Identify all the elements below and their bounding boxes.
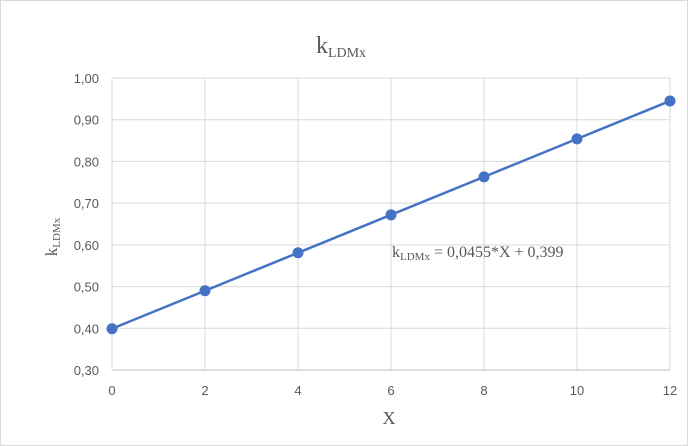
x-tick-label: 8: [480, 383, 487, 398]
y-tick-label: 0,80: [74, 154, 99, 169]
x-tick-label: 4: [294, 383, 301, 398]
tick-labels: 0,30 0,40 0,50 0,60 0,70 0,80 0,90 1,00 0 2 4 6 8 10 1…: [74, 71, 678, 398]
y-tick-label: 0,90: [74, 113, 99, 128]
chart-title: kLDMx: [316, 33, 366, 61]
equation-sub: LDMx: [400, 251, 430, 263]
plot-series: [106, 95, 676, 335]
data-point: [385, 209, 397, 221]
chart-title-sub: LDMx: [328, 46, 366, 61]
y-tick-label: 0,30: [74, 363, 99, 378]
equation-annotation: kLDMx = 0,0455*X + 0,399: [392, 244, 564, 263]
y-axis-label-base: k: [42, 247, 61, 256]
y-tick-label: 0,50: [74, 280, 99, 295]
y-tick-label: 0,40: [74, 321, 99, 336]
y-tick-label: 0,70: [74, 196, 99, 211]
data-point: [106, 323, 118, 335]
data-point: [571, 133, 583, 145]
equation-rest: = 0,0455*X + 0,399: [430, 244, 564, 261]
x-tick-label: 10: [570, 383, 584, 398]
x-tick-label: 0: [108, 383, 115, 398]
x-tick-label: 2: [201, 383, 208, 398]
equation-base: k: [392, 244, 400, 261]
data-point: [664, 95, 676, 107]
x-tick-label: 12: [663, 383, 677, 398]
y-axis-label: kLDMx: [42, 217, 63, 256]
y-tick-label: 0,60: [74, 238, 99, 253]
y-axis-label-sub: LDMx: [51, 217, 63, 247]
data-point: [292, 247, 304, 259]
axes: [111, 78, 670, 371]
x-axis-label: X: [383, 408, 396, 428]
chart-title-base: k: [316, 33, 328, 59]
data-point: [199, 285, 211, 297]
gridlines: [112, 77, 671, 370]
data-point: [478, 171, 490, 183]
x-tick-label: 6: [387, 383, 394, 398]
y-tick-label: 1,00: [74, 71, 99, 86]
